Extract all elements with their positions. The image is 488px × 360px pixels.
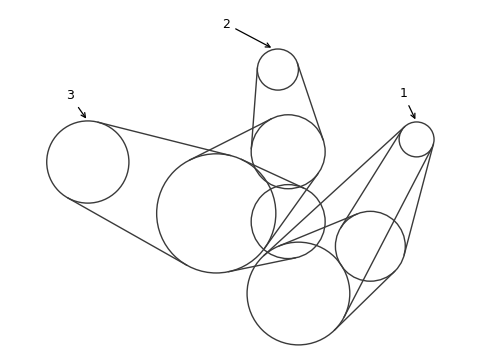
Text: 2: 2 — [222, 18, 269, 47]
Text: 1: 1 — [399, 87, 414, 118]
Text: 3: 3 — [66, 89, 85, 117]
